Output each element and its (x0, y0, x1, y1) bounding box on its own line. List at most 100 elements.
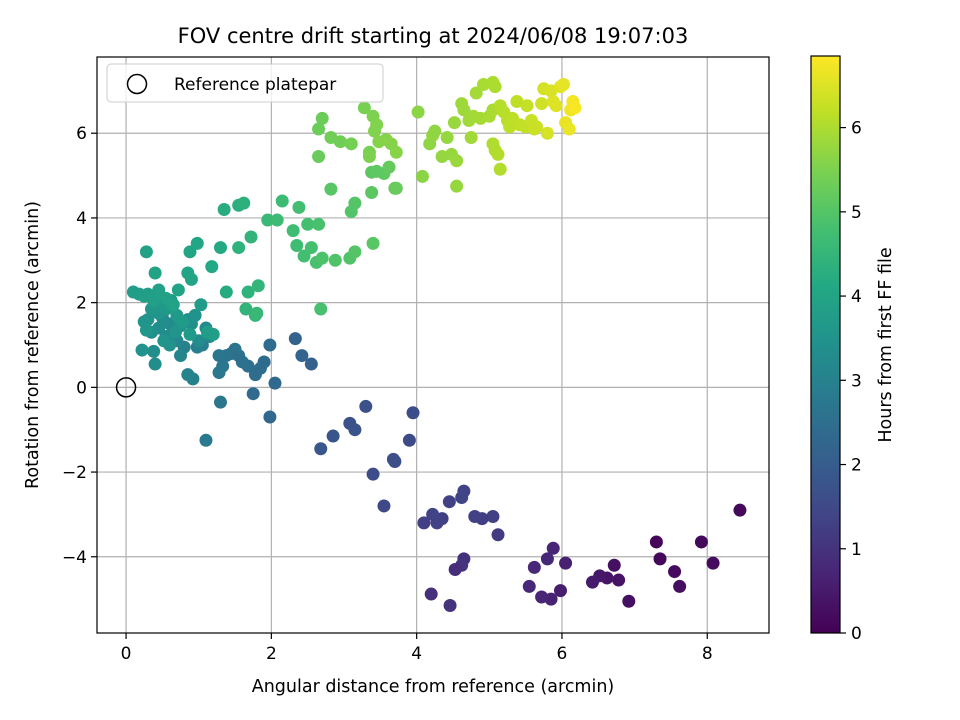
scatter-point (443, 598, 457, 612)
scatter-point (315, 111, 329, 125)
scatter-point (261, 213, 275, 227)
x-tick-label: 6 (557, 644, 568, 664)
colorbar-tick-label: 3 (851, 371, 862, 391)
y-tick-label: 2 (76, 294, 87, 314)
scatter-point (706, 556, 720, 570)
scatter-point (314, 442, 328, 456)
scatter-point (568, 101, 582, 115)
scatter-point (214, 395, 228, 409)
y-tick-label: −4 (62, 548, 87, 568)
scatter-point (286, 224, 300, 238)
chart-title: FOV centre drift starting at 2024/06/08 … (178, 24, 689, 48)
scatter-point (585, 575, 599, 589)
scatter-point (559, 556, 573, 570)
scatter-point (214, 241, 228, 255)
scatter-point (389, 145, 403, 159)
scatter-point (733, 503, 747, 517)
scatter-point (312, 217, 326, 231)
scatter-point (540, 126, 554, 140)
scatter-point (176, 315, 190, 329)
scatter-point (447, 116, 461, 130)
scatter-point (415, 169, 429, 183)
scatter-point (315, 251, 329, 265)
scatter-point (553, 584, 567, 598)
scatter-point (288, 332, 302, 346)
scatter-point (522, 579, 536, 593)
scatter-point (241, 285, 255, 299)
plot-area: 0 2 4 6 8 −4 −2 0 2 4 6 (62, 56, 770, 664)
scatter-point (301, 217, 315, 231)
scatter-point (168, 325, 182, 339)
colorbar-gradient (810, 55, 841, 634)
scatter-point (540, 552, 554, 566)
scatter-point (530, 120, 544, 134)
scatter-points (126, 75, 747, 612)
scatter-point (248, 368, 262, 382)
x-tick-label: 0 (121, 644, 132, 664)
scatter-point (448, 562, 462, 576)
colorbar-tick-label: 2 (851, 456, 862, 476)
scatter-point (152, 283, 166, 297)
scatter-point (246, 387, 260, 401)
y-axis-ticks: −4 −2 0 2 4 6 (62, 124, 97, 568)
scatter-point (457, 103, 471, 117)
scatter-point (304, 357, 318, 371)
scatter-point (382, 160, 396, 174)
scatter-point (622, 594, 636, 608)
scatter-point (562, 122, 576, 136)
scatter-point (344, 137, 358, 151)
plot-frame (96, 56, 770, 634)
scatter-point (275, 194, 289, 208)
scatter-point (546, 541, 560, 555)
scatter-point (491, 147, 505, 161)
scatter-point (295, 349, 309, 363)
scatter-point (194, 298, 208, 312)
scatter-point (653, 552, 667, 566)
scatter-point (333, 135, 347, 149)
colorbar-tick-label: 6 (851, 119, 862, 139)
colorbar-label: Hours from first FF file (876, 247, 896, 442)
scatter-point (535, 97, 549, 111)
scatter-point (324, 182, 338, 196)
scatter-point (232, 241, 246, 255)
scatter-point (377, 499, 391, 513)
scatter-point (183, 245, 197, 259)
scatter-point (270, 213, 284, 227)
scatter-point (199, 433, 213, 447)
scatter-point (386, 452, 400, 466)
scatter-point (148, 266, 162, 280)
scatter-point (673, 579, 687, 593)
scatter-point (171, 283, 185, 297)
scatter-point (469, 86, 483, 100)
scatter-point (440, 130, 454, 144)
scatter-point (239, 302, 253, 316)
x-tick-label: 8 (702, 644, 713, 664)
scatter-point (188, 308, 202, 322)
scatter-point (527, 560, 541, 574)
scatter-point (366, 467, 380, 481)
scatter-point (206, 327, 220, 341)
scatter-point (263, 410, 277, 424)
scatter-point (359, 399, 373, 413)
y-tick-label: 4 (76, 209, 87, 229)
scatter-point (357, 101, 371, 115)
scatter-point (464, 130, 478, 144)
scatter-point (406, 406, 420, 420)
scatter-point (556, 78, 570, 92)
scatter-point (312, 122, 326, 136)
scatter-point (205, 260, 219, 274)
scatter-point (314, 302, 328, 316)
scatter-point (326, 429, 340, 443)
scatter-point (157, 334, 171, 348)
scatter-point (328, 253, 342, 267)
x-axis-ticks: 0 2 4 6 8 (121, 633, 713, 664)
scatter-point (488, 80, 502, 94)
scatter-point (442, 495, 456, 509)
scatter-point (649, 535, 663, 549)
scatter-point (290, 238, 304, 252)
scatter-point (486, 510, 500, 524)
scatter-point (292, 200, 306, 214)
scatter-point (348, 196, 362, 210)
x-tick-label: 4 (411, 644, 422, 664)
scatter-point (424, 587, 438, 601)
